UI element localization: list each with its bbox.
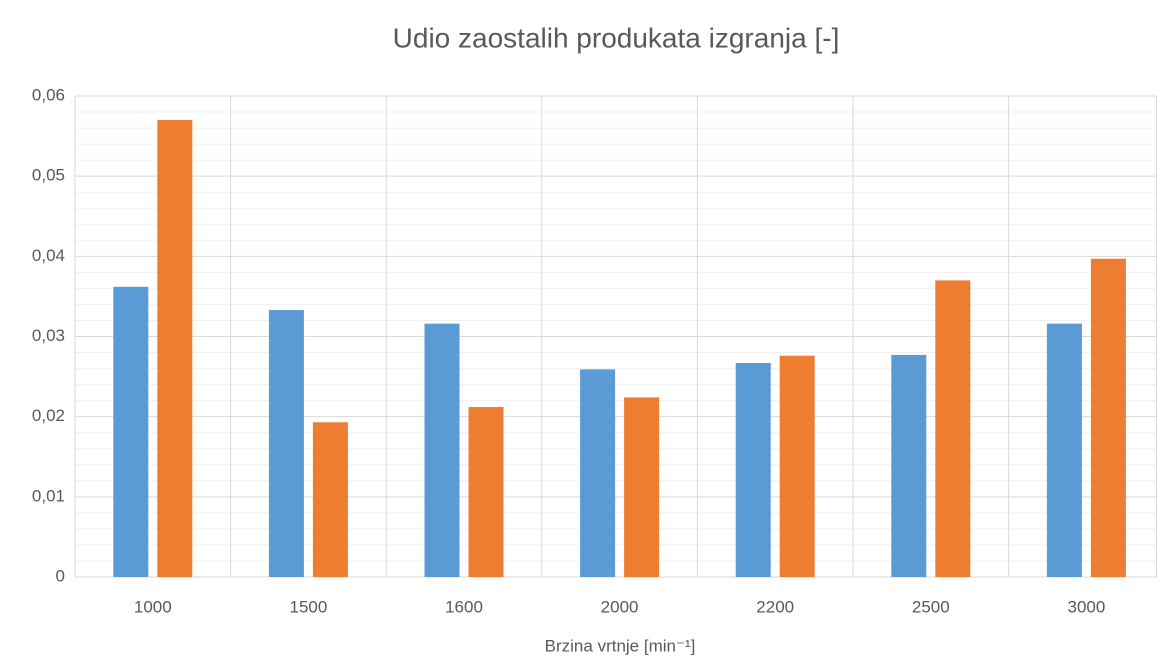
y-tick-label: 0,04 — [32, 246, 65, 265]
y-tick-label: 0,06 — [32, 85, 65, 104]
x-tick-label: 1600 — [445, 597, 483, 616]
y-tick-label: 0 — [56, 566, 65, 585]
y-tick-label: 0,05 — [32, 166, 65, 185]
x-tick-label: 2500 — [912, 597, 950, 616]
y-tick-label: 0,02 — [32, 406, 65, 425]
x-tick-label: 2000 — [601, 597, 639, 616]
bar — [580, 369, 616, 577]
bar — [268, 310, 304, 577]
chart-title: Udio zaostalih produkata izgranja [-] — [393, 22, 840, 53]
x-tick-label: 2200 — [756, 597, 794, 616]
bar — [891, 354, 927, 577]
bar — [312, 422, 348, 577]
bar — [779, 355, 815, 577]
x-axis-title: Brzina vrtnje [min⁻¹] — [545, 636, 696, 655]
bar — [1046, 323, 1082, 577]
x-tick-label: 1500 — [289, 597, 327, 616]
x-tick-label: 1000 — [134, 597, 172, 616]
bar — [935, 280, 971, 577]
bar — [424, 323, 460, 577]
bar — [624, 397, 660, 577]
bar — [735, 362, 771, 577]
bar — [157, 120, 193, 578]
bar — [1090, 258, 1126, 577]
x-tick-label: 3000 — [1067, 597, 1105, 616]
y-tick-label: 0,01 — [32, 486, 65, 505]
y-tick-label: 0,03 — [32, 326, 65, 345]
bar — [113, 286, 149, 577]
bar — [468, 407, 504, 577]
